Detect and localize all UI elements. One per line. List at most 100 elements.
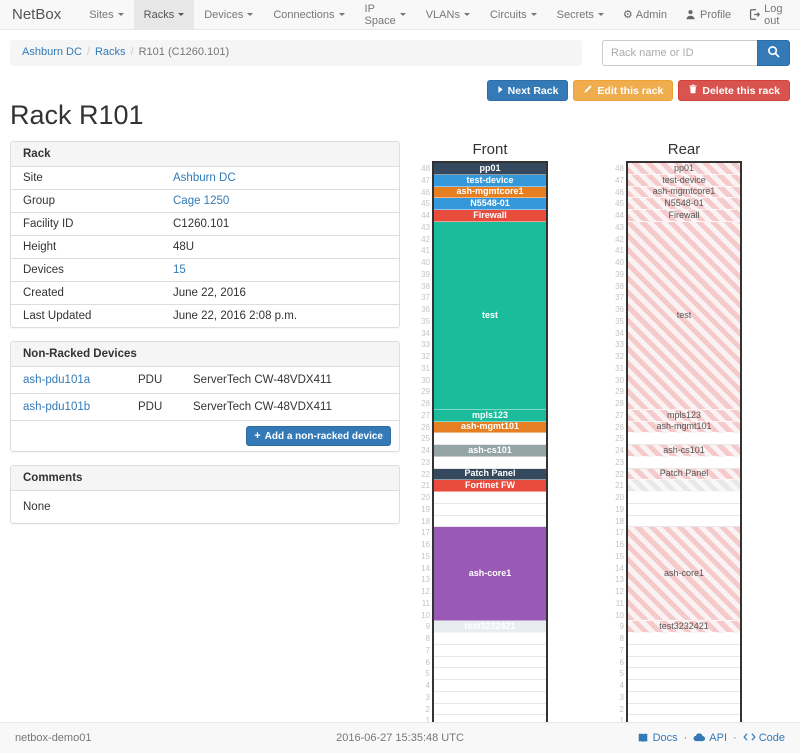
unit-number: 38 [615,281,624,291]
trash-icon [688,84,698,97]
nav-item-racks[interactable]: Racks [133,0,195,29]
nav-item-connections[interactable]: Connections [263,0,354,29]
footer-code-link[interactable]: Code [758,732,785,744]
unit-number: 30 [615,375,624,385]
nav-profile-label: Profile [699,8,732,21]
attr-value[interactable]: 15 [173,264,186,276]
device-patch-panel[interactable]: Patch Panel [628,468,740,481]
unit-number: 39 [421,269,430,279]
edit-rack-button[interactable]: Edit this rack [573,80,674,101]
comments-body: None [23,501,51,513]
device-mpls123[interactable]: mpls123 [628,409,740,422]
device-pp01[interactable]: pp01 [434,163,546,175]
nav-item-devices[interactable]: Devices [194,0,263,29]
delete-rack-button[interactable]: Delete this rack [678,80,790,101]
device-ash-core1[interactable]: ash-core1 [628,527,740,622]
nonracked-panel-footer: + Add a non-racked device [11,420,399,451]
search-input[interactable] [602,40,757,66]
device-test-device[interactable]: test-device [628,174,740,187]
nav-item-vlans[interactable]: VLANs [416,0,480,29]
next-rack-button[interactable]: Next Rack [486,80,569,101]
unit-number: 11 [421,598,430,608]
device-test3232421[interactable]: test3232421 [628,621,740,633]
nav-item-label: Sites [89,8,114,21]
device-label: N5548-01 [664,198,704,209]
attr-label: Site [23,172,43,184]
unit-number: 2 [619,704,624,714]
attr-label: Height [23,241,57,253]
breadcrumb-separator: / [130,46,134,58]
device-ash-cs101[interactable]: ash-cs101 [434,445,546,457]
nav-item-ip-space[interactable]: IP Space [355,0,416,29]
device-ash-mgmt101[interactable]: ash-mgmt101 [434,421,546,434]
unit-number: 27 [615,410,624,420]
device-name-link[interactable]: ash-pdu101a [23,374,91,386]
nav-item-logout[interactable]: Log out [740,0,791,29]
device-patch-panel[interactable]: Patch Panel [434,468,546,481]
attr-value: 48U [173,241,195,253]
plus-icon: + [254,430,261,442]
attr-label: Devices [23,264,64,276]
device-firewall[interactable]: Firewall [434,210,546,222]
device-test[interactable]: test [434,221,546,410]
nonracked-rows: ash-pdu101a PDU ServerTech CW-48VDX411 ash-… [11,367,399,420]
rack-unit-empty [628,656,740,669]
unit-number: 14 [421,563,430,573]
nav-item-secrets[interactable]: Secrets [547,0,614,29]
rear-rack-elevation: pp01 test-device ash-mgmtcore1 N5548-01 Fire… [626,161,742,729]
device-name-link[interactable]: ash-pdu101b [23,401,91,413]
device-test-device[interactable]: test-device [434,174,546,187]
device-ash-mgmtcore1[interactable]: ash-mgmtcore1 [628,186,740,199]
brand-logo[interactable]: NetBox [12,6,62,23]
unit-number: 23 [615,457,624,467]
device-ash-core1[interactable]: ash-core1 [434,527,546,622]
device-label: mpls123 [471,409,509,420]
device-ash-mgmt101[interactable]: ash-mgmt101 [628,421,740,434]
rack-actions: Next Rack Edit this rack Delete this rac… [486,80,790,101]
unit-number: 39 [615,269,624,279]
nav-item-sites[interactable]: Sites [79,0,133,29]
rack-unit-empty [628,456,740,469]
nav-item-profile[interactable]: Profile [676,0,740,29]
device-test3232421[interactable]: test3232421 [434,621,546,633]
device-label: pp01 [479,163,501,173]
device-n5548-01[interactable]: N5548-01 [628,198,740,210]
footer-api-link[interactable]: API [709,732,728,744]
dot-separator: · [683,732,688,744]
device-mpls123[interactable]: mpls123 [434,409,546,422]
device-test[interactable]: test [628,221,740,410]
unit-number: 19 [615,504,624,514]
breadcrumb-item-racks[interactable]: Racks [94,46,126,58]
footer-docs-link[interactable]: Docs [652,732,678,744]
unit-number: 5 [619,669,624,679]
nav-logout-label: Log out [764,2,783,27]
device-pp01[interactable]: pp01 [628,163,740,175]
device-firewall[interactable]: Firewall [628,210,740,222]
unit-number: 6 [619,657,624,667]
unit-number: 7 [619,645,624,655]
add-nonracked-device-button[interactable]: + Add a non-racked device [246,426,391,446]
unit-number: 23 [421,457,430,467]
unit-number: 36 [615,305,624,314]
device-ash-cs101[interactable]: ash-cs101 [628,445,740,457]
nav-item-admin[interactable]: ⚙ Admin [614,0,676,29]
device-n5548-01[interactable]: N5548-01 [434,198,546,210]
attr-value[interactable]: Ashburn DC [173,172,236,184]
unit-number: 12 [421,587,430,596]
unit-number: 28 [615,399,624,408]
nav-item-circuits[interactable]: Circuits [480,0,547,29]
unit-number: 33 [421,340,430,350]
chevron-down-icon [463,13,470,16]
chevron-down-icon [117,13,124,16]
attr-label: Created [23,287,64,299]
unit-number: 40 [615,258,624,267]
device-label: Firewall [668,210,700,220]
unit-number: 26 [421,422,430,432]
device-fortinet-fw[interactable]: Fortinet FW [434,480,546,492]
search-button[interactable] [757,40,790,66]
attr-value[interactable]: Cage 1250 [173,195,230,207]
edit-rack-label: Edit this rack [597,84,664,97]
breadcrumb-item-ashburn-dc[interactable]: Ashburn DC [22,46,82,58]
device-ash-mgmtcore1[interactable]: ash-mgmtcore1 [434,186,546,199]
unit-number: 40 [421,258,430,267]
